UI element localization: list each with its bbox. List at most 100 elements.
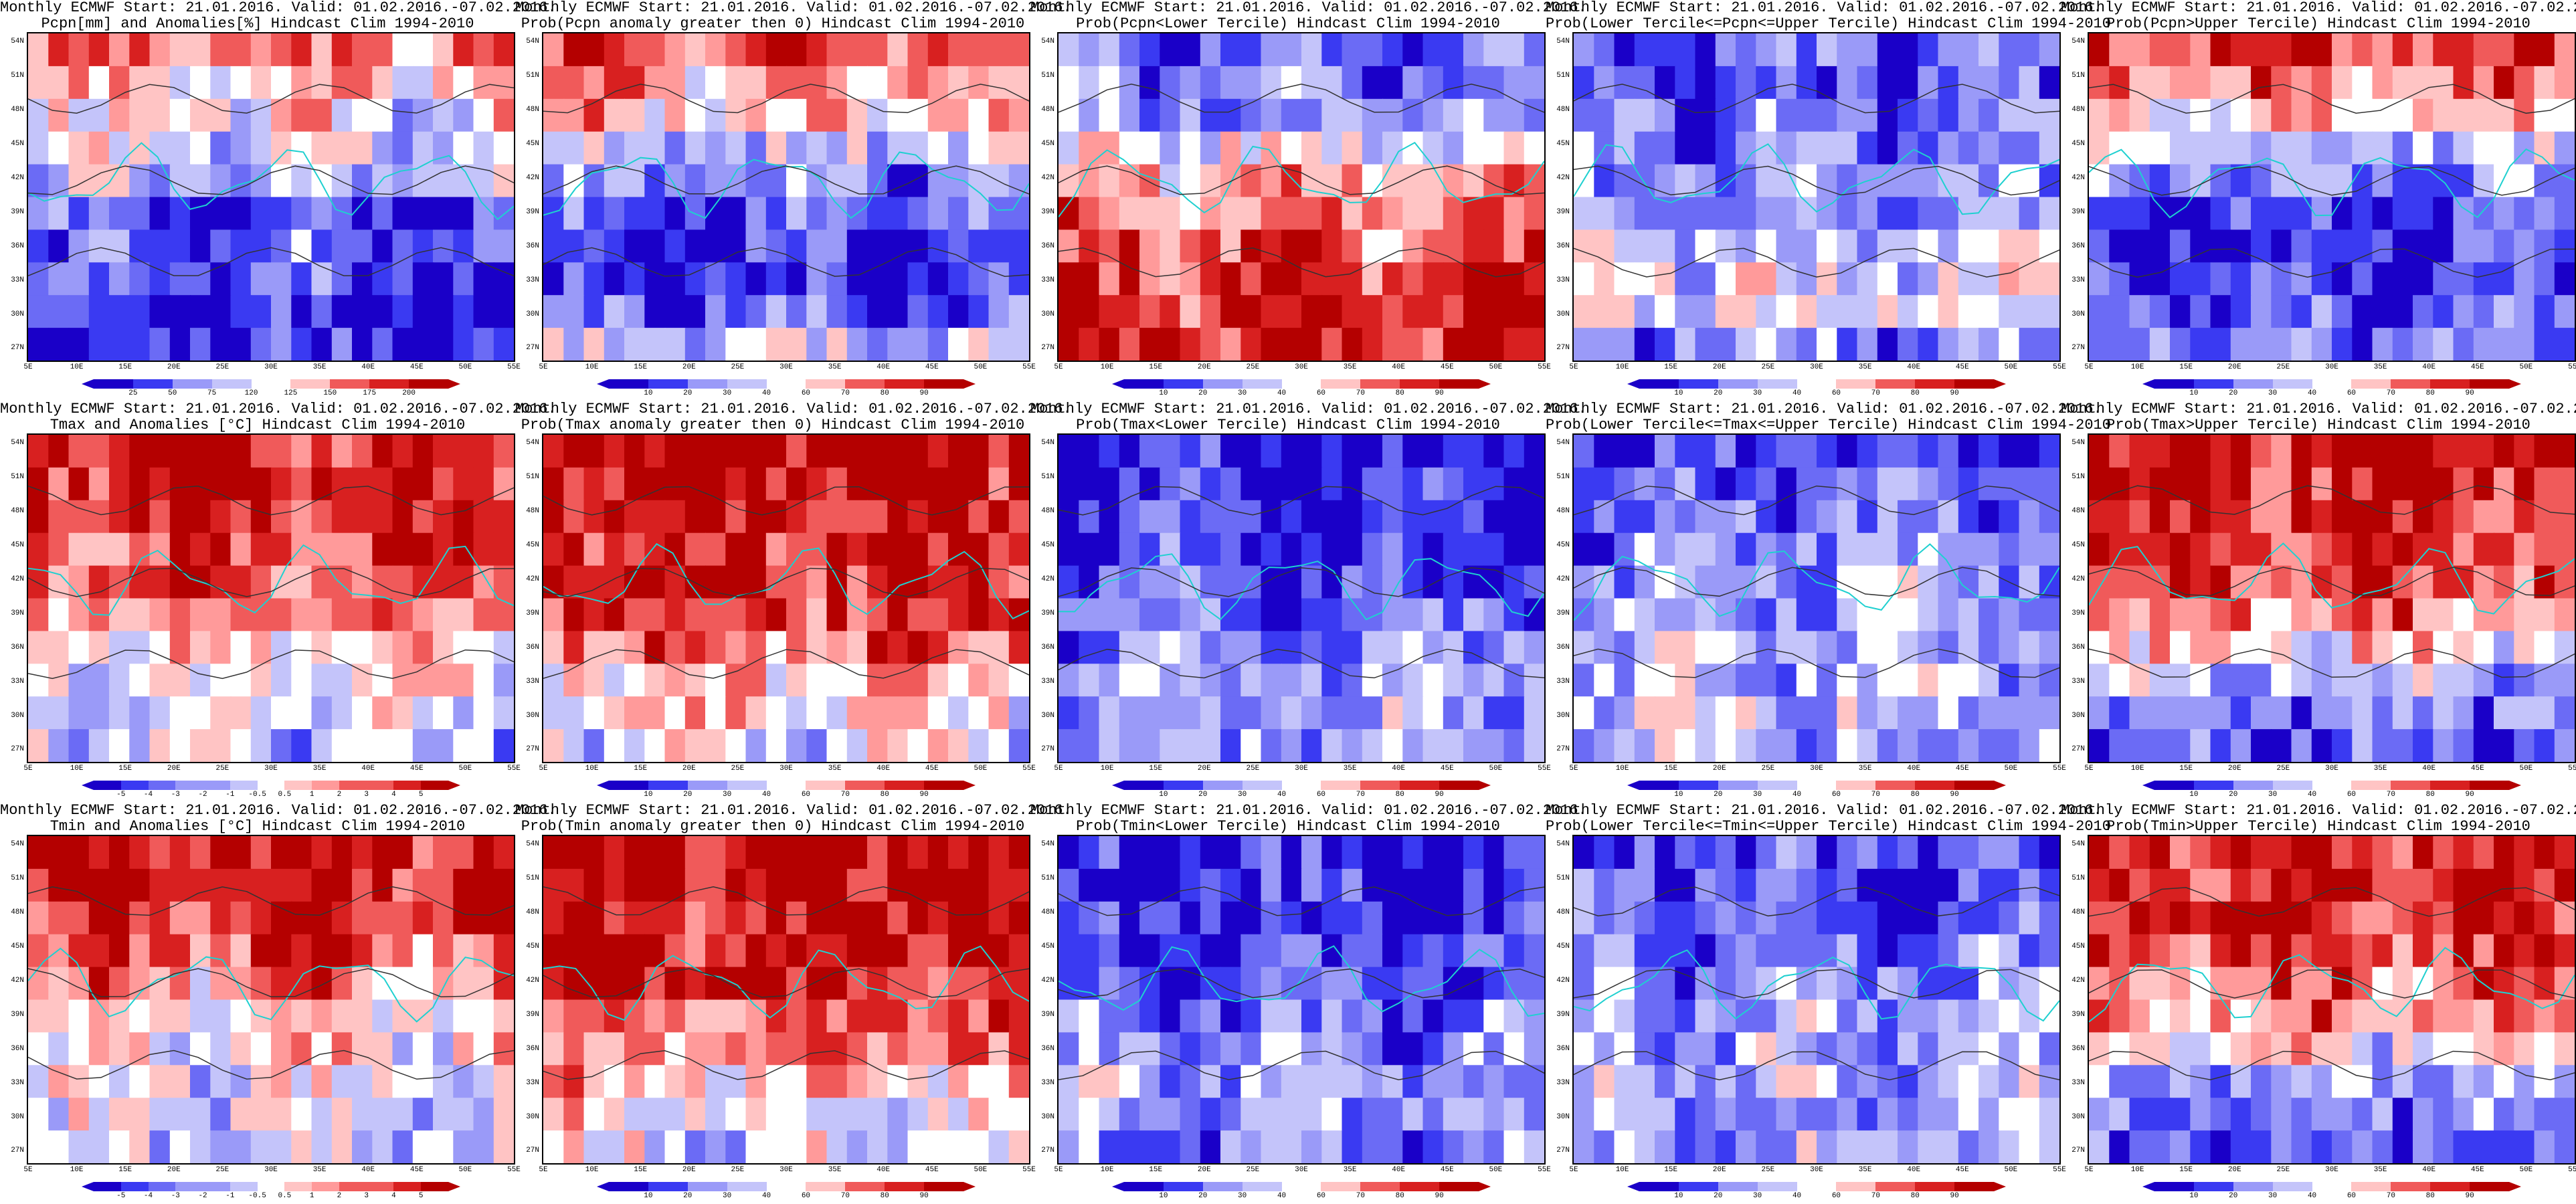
field-cell: [1655, 131, 1676, 165]
field-cell: [2129, 131, 2150, 165]
colorbar-tick-label: 60: [801, 389, 811, 397]
field-cell: [311, 1065, 333, 1099]
field-cell: [28, 1065, 50, 1099]
colorbar-tick-labels: -5 -4 -3 -2 -1 -0.5 0.5 1 2 3 4 5: [94, 1192, 448, 1201]
field-cell: [2494, 131, 2515, 165]
field-cell: [786, 229, 808, 264]
field-cell: [867, 98, 889, 132]
field-cell: [473, 598, 494, 632]
field-cell: [1342, 934, 1363, 968]
field-cell: [1574, 901, 1595, 935]
colorbar-tick-label: 60: [801, 1192, 811, 1200]
field-cell: [230, 229, 252, 264]
field-cell: [1301, 1130, 1323, 1163]
field-cell: [968, 66, 990, 100]
field-cell: [28, 229, 50, 264]
field-cell: [48, 33, 70, 67]
field-cell: [88, 836, 110, 870]
field-cell: [48, 262, 70, 296]
field-cell: [1119, 868, 1141, 902]
field-cell: [1079, 33, 1100, 67]
lat-tick-label: 27N: [11, 745, 24, 754]
field-cell: [1079, 729, 1100, 762]
colorbar-tick-label: 4: [391, 1192, 396, 1200]
field-cell: [311, 500, 333, 534]
field-cell: [1099, 664, 1120, 698]
lat-tick-label: 45N: [11, 942, 24, 950]
field-cell: [1463, 197, 1485, 231]
lon-tick-label: 40E: [1907, 1166, 1921, 1174]
field-cell: [1958, 729, 1980, 762]
field-cell: [1079, 1130, 1100, 1163]
field-cell: [493, 500, 514, 534]
field-cell: [2392, 901, 2414, 935]
map-plot: [1057, 433, 1546, 763]
lat-tick-label: 33N: [2072, 677, 2085, 686]
field-cell: [433, 836, 454, 870]
coastline: [28, 142, 514, 221]
field-cell: [1574, 229, 1595, 264]
colorbar-tick-label: 90: [919, 389, 929, 397]
field-cell: [1160, 295, 1181, 329]
field-cell: [1342, 500, 1363, 534]
field-cell: [109, 868, 130, 902]
field-cell: [1614, 664, 1635, 698]
field-cell: [1443, 598, 1465, 632]
field-cell: [644, 262, 666, 296]
field-cell: [2019, 598, 2040, 632]
field-cell: [604, 164, 626, 198]
field-cell: [2039, 868, 2059, 902]
field-cell: [2251, 1098, 2272, 1132]
field-cell: [2392, 197, 2414, 231]
field-cell: [1736, 262, 1757, 296]
field-cell: [907, 33, 929, 67]
field-cell: [372, 328, 393, 361]
colorbar-tick-label: 40: [1277, 389, 1287, 397]
field-cell: [907, 66, 929, 100]
field-cell: [1240, 1065, 1262, 1099]
field-cell: [2210, 696, 2231, 730]
field-cell: [1008, 66, 1029, 100]
field-cell: [2271, 1098, 2292, 1132]
field-cell: [1958, 565, 1980, 599]
lon-tick-label: 20E: [682, 1166, 696, 1174]
field-cell: [1099, 934, 1120, 968]
field-cell: [1422, 664, 1444, 698]
contour-line: [1059, 84, 1544, 113]
field-cell: [1715, 229, 1737, 264]
field-cell: [2494, 836, 2515, 870]
field-cell: [2271, 164, 2292, 198]
field-cell: [1119, 696, 1141, 730]
field-cell: [2170, 565, 2191, 599]
field-cell: [2210, 229, 2231, 264]
field-cell: [1180, 33, 1201, 67]
field-cell: [2291, 33, 2312, 67]
field-cell: [311, 467, 333, 501]
field-cell: [48, 598, 70, 632]
field-cell: [2514, 901, 2535, 935]
field-cell: [129, 999, 151, 1033]
field-cell: [190, 901, 211, 935]
field-cell: [210, 1098, 232, 1132]
field-cell: [1119, 1032, 1141, 1066]
field-cell: [2210, 565, 2231, 599]
field-cell: [1918, 696, 1939, 730]
field-cell: [473, 664, 494, 698]
field-cell: [887, 1065, 909, 1099]
field-cell: [149, 467, 171, 501]
field-cell: [1918, 836, 1939, 870]
lon-tick-label: 15E: [1664, 765, 1678, 773]
panel-title-line1: Monthly ECMWF Start: 21.01.2016. Valid: …: [0, 802, 557, 819]
field-cell: [1180, 262, 1201, 296]
field-cell: [948, 328, 970, 361]
field-cell: [1079, 66, 1100, 100]
field-cell: [583, 836, 605, 870]
lat-tick-label: 36N: [11, 1044, 24, 1053]
field-cell: [48, 999, 70, 1033]
field-cell: [2210, 262, 2231, 296]
field-cell: [2372, 33, 2393, 67]
colorbar-tick-label: 70: [840, 791, 850, 799]
contour-line: [1059, 486, 1544, 516]
field-cell: [826, 435, 848, 468]
field-cell: [2271, 197, 2292, 231]
